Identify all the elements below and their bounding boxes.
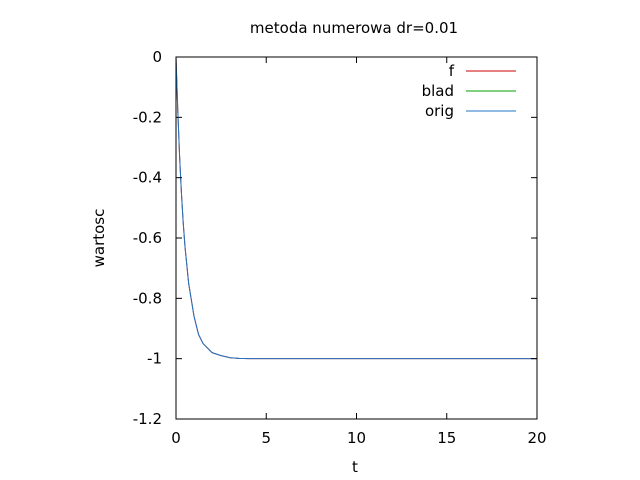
y-tick-label: 0 xyxy=(152,48,162,66)
legend-label: blad xyxy=(422,82,454,100)
legend-entry-orig: orig xyxy=(425,102,516,120)
series-line-f xyxy=(175,56,537,360)
series-layer xyxy=(175,56,537,360)
y-tick-label: -0.6 xyxy=(133,229,162,247)
y-tick-label: -0.8 xyxy=(133,289,162,307)
legend: f blad orig xyxy=(422,62,516,120)
x-tick-label: 20 xyxy=(527,429,546,447)
y-tick-label: -1 xyxy=(147,350,162,368)
chart-title: metoda numerowa dr=0.01 xyxy=(250,19,458,37)
legend-label: f xyxy=(449,62,455,80)
plot-frame xyxy=(175,56,538,420)
x-tick-label: 15 xyxy=(437,429,456,447)
y-tick-label: -0.4 xyxy=(133,169,162,187)
y-tick-label: -0.2 xyxy=(133,108,162,126)
x-tick-label: 0 xyxy=(171,429,181,447)
legend-label: orig xyxy=(425,102,454,120)
x-axis-label: t xyxy=(352,458,358,476)
y-tick-label: -1.2 xyxy=(133,410,162,428)
x-tick-label: 10 xyxy=(347,429,366,447)
ticks-layer: 0 5 10 15 20 0 -0.2 -0.4 -0.6 -0.8 -1 -1.2 xyxy=(133,48,547,447)
y-axis-label: wartosc xyxy=(90,209,108,268)
x-tick-label: 5 xyxy=(261,429,271,447)
series-line-orig xyxy=(175,56,537,360)
legend-entry-f: f xyxy=(449,62,516,80)
legend-entry-blad: blad xyxy=(422,82,516,100)
